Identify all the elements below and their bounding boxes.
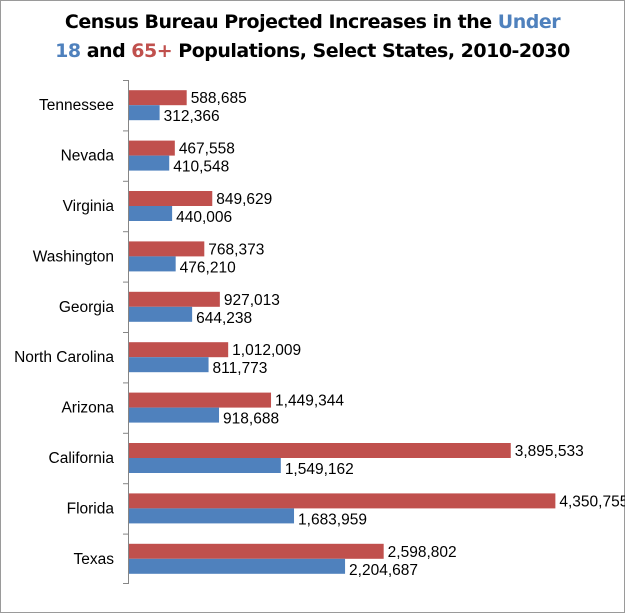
- bar-under-18: [129, 306, 193, 322]
- bar-65plus: [129, 241, 205, 257]
- bar-65plus: [129, 191, 213, 206]
- bar-under-18: [129, 558, 346, 574]
- data-label-under-18: 1,683,959: [298, 511, 367, 528]
- data-label-65plus: 588,685: [191, 90, 247, 107]
- bar-under-18: [129, 256, 176, 272]
- category-label: California: [49, 450, 115, 467]
- data-label-under-18: 312,366: [164, 108, 220, 125]
- data-label-under-18: 1,549,162: [285, 461, 354, 478]
- category-label: Arizona: [61, 400, 114, 417]
- bar-65plus: [129, 543, 384, 559]
- bar-under-18: [129, 105, 160, 121]
- category-label: North Carolina: [14, 349, 114, 366]
- bar-65plus: [129, 291, 220, 307]
- data-label-65plus: 1,012,009: [232, 342, 301, 359]
- data-label-65plus: 849,629: [216, 191, 272, 208]
- category-label: Georgia: [59, 299, 115, 316]
- category-label: Virginia: [63, 198, 115, 215]
- title-part: Census Bureau Projected Increases in the: [64, 11, 498, 33]
- bar-under-18: [129, 206, 173, 221]
- title-part-under: Under: [497, 11, 561, 33]
- bar-under-18: [129, 407, 220, 423]
- chart-title: Census Bureau Projected Increases in the…: [0, 8, 625, 66]
- data-label-65plus: 3,895,533: [515, 443, 584, 460]
- data-label-65plus: 768,373: [208, 241, 264, 258]
- bar-under-18: [129, 357, 209, 373]
- data-label-under-18: 644,238: [196, 310, 252, 327]
- title-part: and: [80, 40, 132, 62]
- bar-under-18: [129, 458, 281, 473]
- bar-65plus: [129, 140, 175, 156]
- data-label-under-18: 918,688: [223, 411, 279, 428]
- bar-65plus: [129, 342, 229, 358]
- data-label-65plus: 467,558: [179, 141, 235, 158]
- chart-title-line-2: 18 and 65+ Populations, Select States, 2…: [0, 37, 625, 66]
- data-label-65plus: 1,449,344: [275, 393, 344, 410]
- data-label-under-18: 2,204,687: [349, 562, 418, 579]
- data-label-under-18: 811,773: [213, 360, 268, 377]
- title-part-18: 18: [55, 40, 81, 62]
- data-label-under-18: 440,006: [176, 209, 232, 226]
- data-label-under-18: 476,210: [180, 259, 236, 276]
- bar-65plus: [129, 90, 187, 106]
- bar-under-18: [129, 508, 295, 524]
- bar-under-18: [129, 155, 170, 171]
- data-label-65plus: 927,013: [224, 292, 280, 309]
- category-label: Tennessee: [39, 97, 114, 114]
- bar-65plus: [129, 392, 272, 408]
- category-label: Washington: [33, 248, 114, 265]
- category-label: Nevada: [61, 148, 115, 165]
- data-label-65plus: 4,350,755: [559, 493, 625, 510]
- category-label: Florida: [67, 500, 115, 517]
- title-part-65plus: 65+: [131, 40, 173, 62]
- chart-title-line-1: Census Bureau Projected Increases in the…: [0, 8, 625, 37]
- title-part: Populations, Select States, 2010-2030: [172, 40, 570, 62]
- data-label-65plus: 2,598,802: [388, 544, 457, 561]
- category-label: Texas: [74, 551, 115, 568]
- bar-65plus: [129, 443, 511, 458]
- bar-65plus: [129, 493, 556, 509]
- data-label-under-18: 410,548: [173, 159, 229, 176]
